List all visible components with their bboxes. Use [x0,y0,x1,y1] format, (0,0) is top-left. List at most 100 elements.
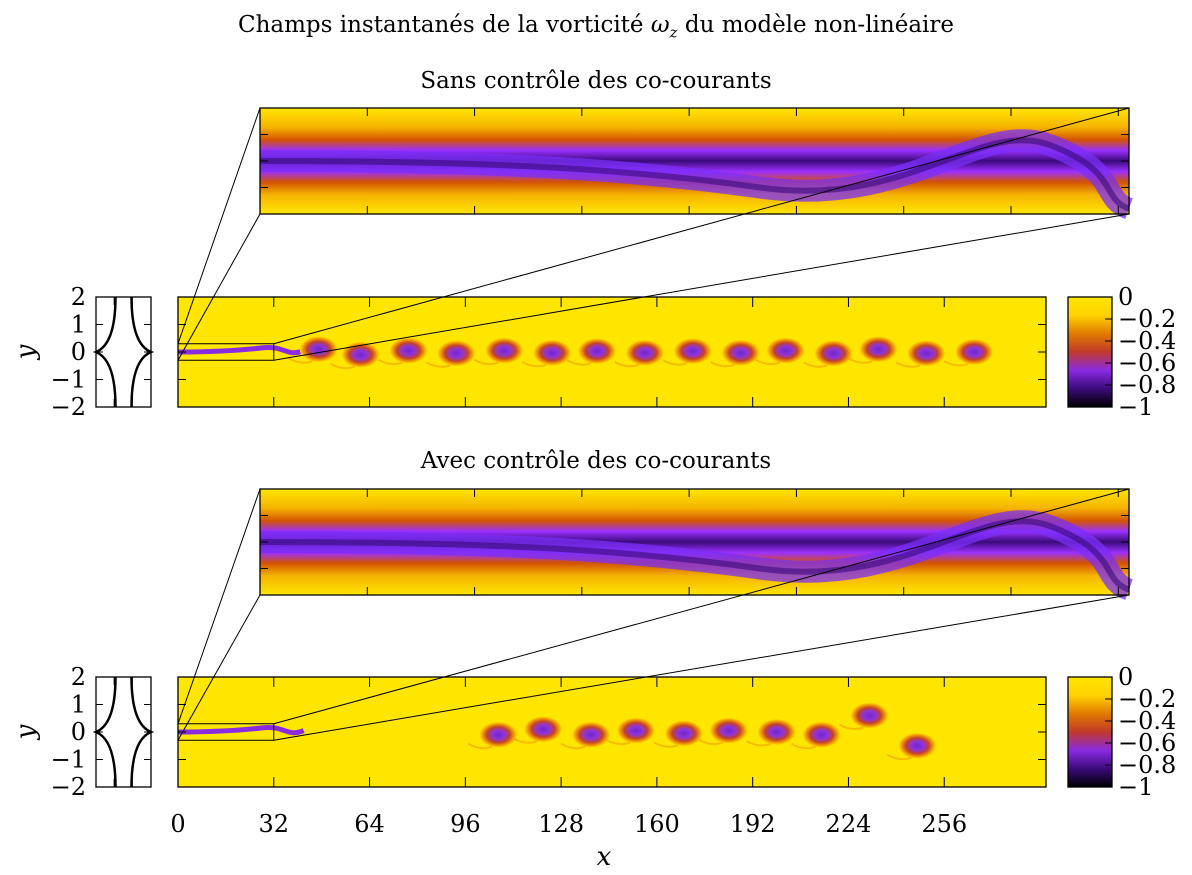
vortex [389,337,428,364]
x-tick-label: 256 [921,810,967,838]
vortex-tail [377,358,403,366]
vortex [859,336,898,363]
colorbar-tick-label: −0.6 [1118,729,1176,757]
vortex-tail [425,361,451,368]
vortex-tail [802,361,828,368]
colorbar-tick-label: −0.2 [1118,305,1176,333]
shear-layer [177,724,305,736]
vortex-tail [330,362,355,370]
vortex [757,719,796,745]
vortex [673,338,712,365]
zoom-connector [273,488,1130,725]
vortex-tail [886,753,912,761]
vortex-tail [560,742,586,750]
vortex [299,336,338,363]
vortex-tail [698,738,724,746]
y-tick-label: 2 [71,663,86,691]
y-tick-label: 1 [71,311,86,339]
colorbar-tick-label: −1 [1118,773,1153,801]
title-text: Champs instantanés de la vorticité [237,12,644,38]
vortex [578,338,617,365]
title-suffix: du modèle non-linéaire [684,12,955,38]
vortex-tail [605,738,631,746]
vortex [850,702,889,729]
subtitle-top: Sans contrôle des co-courants [420,68,772,94]
vortex [907,340,946,367]
vortex-tail [791,742,816,750]
vortex [437,340,476,367]
x-tick-label: 96 [450,810,481,838]
y-tick-label: 0 [71,718,86,746]
x-tick-label: 128 [538,810,584,838]
y-tick-label: −1 [51,366,86,394]
vortex-tail [467,742,493,750]
vortex [616,717,655,744]
vortex [898,732,937,759]
vortex-tail [521,360,547,368]
vortex-tail [847,357,873,364]
zoom-connector [177,107,261,344]
zoom-connector [177,594,261,741]
title-symbol: ω [650,12,670,38]
y-tick-label: 1 [71,691,86,719]
y-tick-label: −2 [51,393,86,421]
vortex [533,339,572,366]
x-tick-label: 224 [826,810,872,838]
colorbar-tick-label: −0.4 [1118,327,1176,355]
vortex-tail [662,359,688,366]
zoom-wave-core [259,137,1131,212]
x-tick-label: 160 [634,810,680,838]
vortex-tail [566,359,592,366]
y-tick-label: −1 [51,746,86,774]
vortex [955,339,994,365]
vortex-tail [943,360,969,367]
vortex-tail [838,723,864,730]
colorbar-tick-label: 0 [1118,663,1133,691]
x-tick-label: 0 [170,810,185,838]
y-axis-label: y [11,344,41,360]
vortex [485,337,524,364]
vortex [709,717,748,744]
vortex-tail [653,741,679,748]
x-tick-label: 192 [730,810,776,838]
zoom-connector [273,213,1130,361]
y-axis-label: y [11,724,41,740]
zoom-connector [273,594,1130,741]
colorbar [1067,296,1113,408]
y-tick-label: −2 [51,773,86,801]
vortex [664,720,703,747]
y-tick-label: 0 [71,338,86,366]
vortex [572,721,611,748]
vortex [625,339,664,366]
zoom-connector [273,107,1130,345]
vortex-tail [710,360,736,368]
vortex [341,341,380,368]
zoom-region-box [177,723,275,741]
figure-title: Champs instantanés de la vorticité ωz du… [0,12,1192,42]
x-tick-label: 32 [259,810,290,838]
colorbar-tick-label: −0.4 [1118,707,1176,735]
zoom-connector [177,488,261,724]
vortex-tail [288,357,313,364]
colorbar-tick-label: −0.8 [1118,751,1176,779]
vortex [814,340,853,367]
vortex [766,337,805,364]
colorbar-tick-label: −1 [1118,393,1153,421]
zoom-region-box [177,343,275,361]
colorbar-tick-label: −0.8 [1118,371,1176,399]
y-tick-label: 2 [71,283,86,311]
x-tick-label: 64 [354,810,385,838]
vortex [524,716,563,743]
shear-layer [177,344,305,356]
heatmap-field [178,677,1046,787]
title-subscript: z [669,23,678,42]
vortex [479,721,518,748]
profile-frame [95,296,152,408]
vortex-tail [614,360,640,368]
profile-frame [95,676,152,788]
zoom-connector [177,213,261,361]
vortex-tail [755,358,780,366]
colorbar-tick-label: −0.2 [1118,685,1176,713]
vortex [802,721,841,748]
vortex [721,339,760,366]
